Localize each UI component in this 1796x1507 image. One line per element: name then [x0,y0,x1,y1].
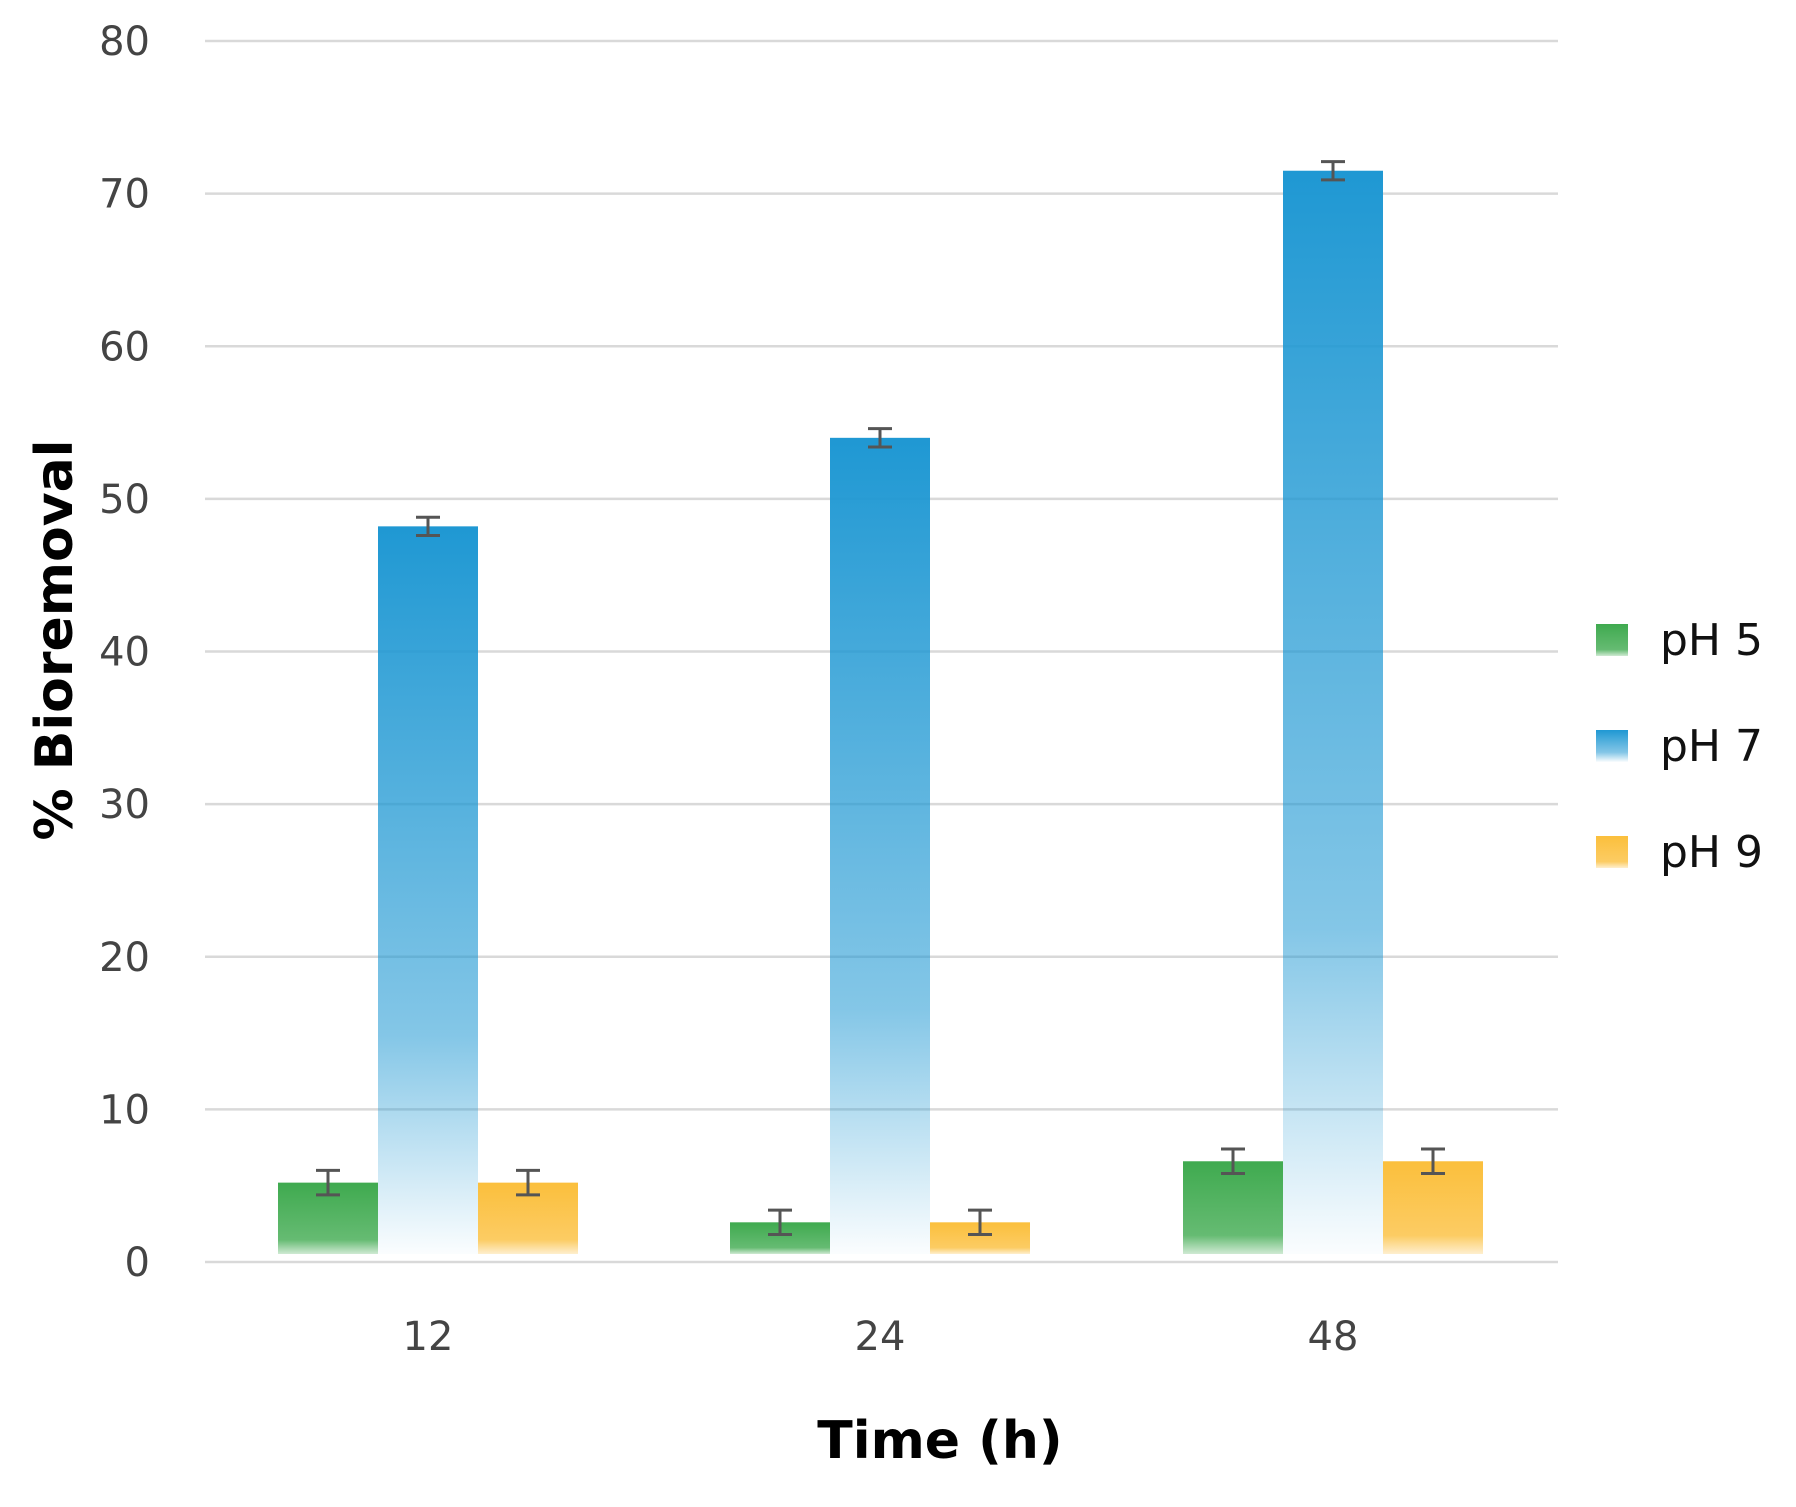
legend-item-ph5: pH 5 [1596,615,1763,666]
y-axis-ticks: 0 10 20 30 40 50 60 70 80 [99,19,150,1286]
bar-ph9-48 [1383,1161,1483,1254]
bar-ph5-48 [1183,1161,1283,1254]
error-bar-ph7-12 [416,515,440,538]
bar-ph7-48 [1283,170,1383,1255]
legend-label: pH 5 [1660,615,1763,666]
x-tick-label-24: 24 [855,1314,906,1360]
legend-item-ph9: pH 9 [1596,827,1763,878]
error-bar-ph9-12 [516,1168,540,1197]
legend-label: pH 7 [1660,721,1763,772]
legend-label: pH 9 [1660,827,1763,878]
y-tick-label-0: 0 [125,1240,150,1286]
y-axis-title: % Bioremoval [25,439,85,840]
legend-swatch [1596,730,1628,762]
error-bar-ph9-48 [1421,1147,1445,1175]
y-tick-label-60: 60 [99,324,150,370]
error-bars [316,160,1445,1237]
legend-swatch [1596,836,1628,868]
x-axis-ticks: 12 24 48 [403,1314,1359,1360]
legend-swatch [1596,624,1628,656]
y-tick-label-10: 10 [99,1087,150,1133]
error-bar-ph5-48 [1221,1147,1245,1175]
x-tick-label-12: 12 [403,1314,454,1360]
x-axis-title: Time (h) [817,1411,1062,1471]
legend-item-ph7: pH 7 [1596,721,1763,772]
y-tick-label-70: 70 [99,172,150,218]
error-bar-ph7-48 [1321,160,1345,182]
error-bar-ph7-24 [868,427,892,449]
bar-ph7-24 [830,437,930,1254]
x-tick-label-48: 48 [1308,1314,1359,1360]
y-tick-label-30: 30 [99,782,150,828]
error-bar-ph9-24 [968,1208,992,1237]
y-tick-label-80: 80 [99,19,150,65]
error-bar-ph5-12 [316,1168,340,1197]
legend: pH 5 pH 7 pH 9 [1596,615,1763,878]
y-tick-label-20: 20 [99,935,150,981]
y-tick-label-50: 50 [99,477,150,523]
error-bar-ph5-24 [768,1208,792,1237]
y-tick-label-40: 40 [99,630,150,676]
bar-ph7-12 [378,526,478,1254]
bars [278,170,1483,1255]
